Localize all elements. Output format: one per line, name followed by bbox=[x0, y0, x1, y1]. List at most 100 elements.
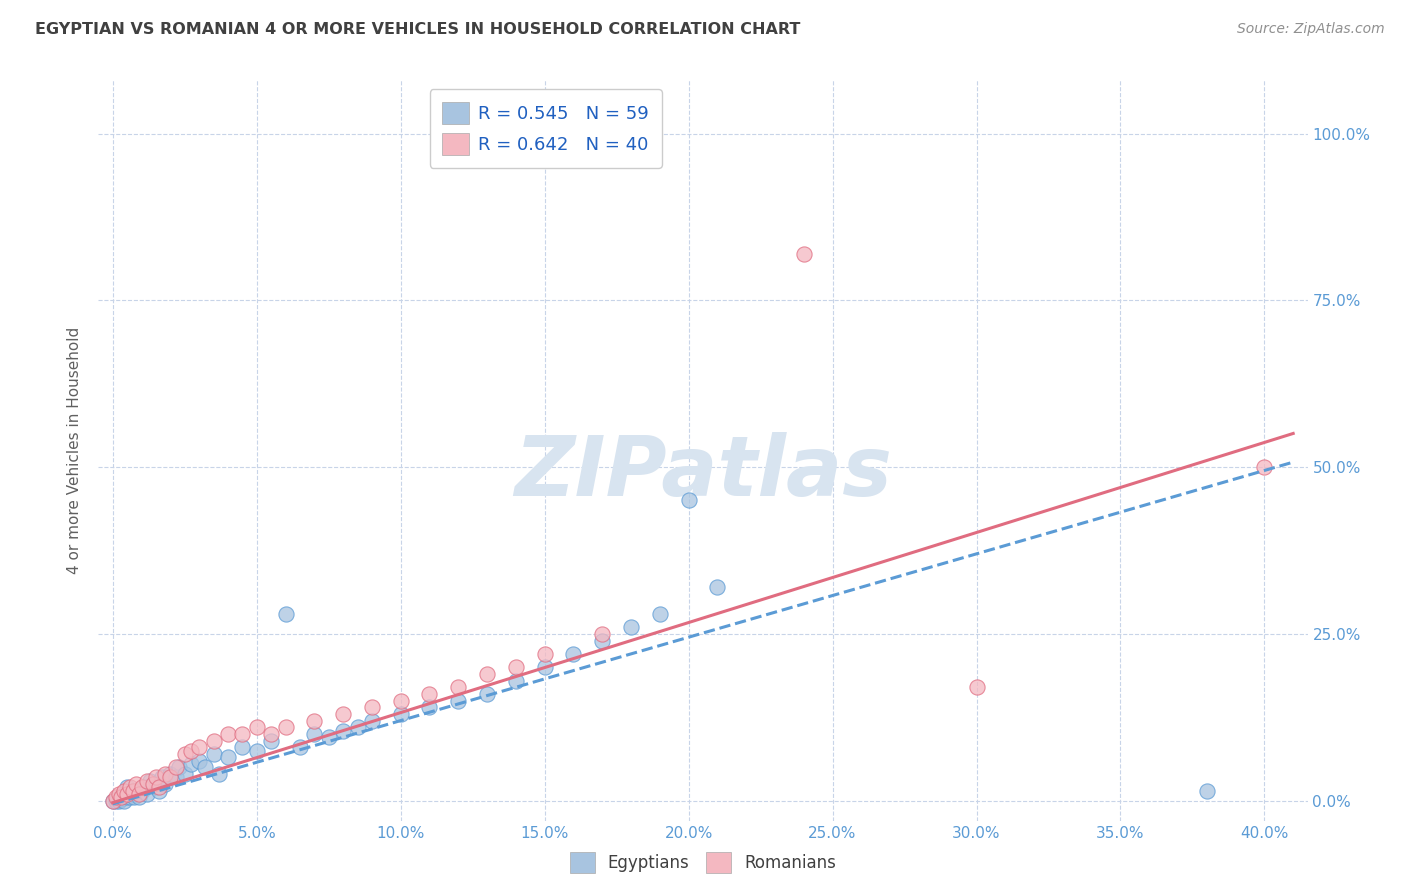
Point bbox=[145, 780, 167, 795]
Point bbox=[260, 727, 283, 741]
Point bbox=[148, 780, 170, 795]
Point bbox=[125, 777, 148, 791]
Point bbox=[188, 740, 211, 755]
Point bbox=[706, 580, 728, 594]
Point bbox=[447, 693, 470, 707]
Point bbox=[101, 794, 124, 808]
Text: Source: ZipAtlas.com: Source: ZipAtlas.com bbox=[1237, 22, 1385, 37]
Point bbox=[173, 747, 195, 761]
Point bbox=[332, 723, 354, 738]
Point bbox=[533, 660, 555, 674]
Point bbox=[110, 790, 132, 805]
Point bbox=[188, 754, 211, 768]
Point bbox=[678, 493, 700, 508]
Point bbox=[173, 767, 195, 781]
Point bbox=[125, 783, 148, 797]
Point bbox=[139, 773, 162, 788]
Point bbox=[194, 760, 217, 774]
Point bbox=[150, 770, 173, 784]
Point bbox=[562, 647, 585, 661]
Point bbox=[142, 777, 165, 791]
Point bbox=[447, 680, 470, 694]
Point bbox=[145, 770, 167, 784]
Point bbox=[591, 633, 613, 648]
Point bbox=[136, 787, 159, 801]
Text: EGYPTIAN VS ROMANIAN 4 OR MORE VEHICLES IN HOUSEHOLD CORRELATION CHART: EGYPTIAN VS ROMANIAN 4 OR MORE VEHICLES … bbox=[35, 22, 800, 37]
Point bbox=[148, 783, 170, 797]
Point bbox=[389, 693, 412, 707]
Point bbox=[128, 787, 150, 801]
Point bbox=[115, 790, 138, 805]
Point bbox=[389, 706, 412, 721]
Point bbox=[260, 733, 283, 747]
Point bbox=[107, 794, 129, 808]
Point bbox=[1195, 783, 1218, 797]
Point bbox=[124, 790, 146, 805]
Point bbox=[217, 727, 239, 741]
Point bbox=[505, 660, 527, 674]
Point bbox=[136, 773, 159, 788]
Point bbox=[101, 794, 124, 808]
Point bbox=[304, 727, 326, 741]
Point bbox=[202, 733, 225, 747]
Text: ZIPatlas: ZIPatlas bbox=[515, 432, 891, 513]
Point bbox=[475, 666, 498, 681]
Point bbox=[108, 790, 131, 805]
Point bbox=[159, 767, 181, 781]
Point bbox=[165, 770, 187, 784]
Point bbox=[648, 607, 671, 621]
Point bbox=[111, 789, 134, 803]
Point bbox=[167, 760, 190, 774]
Point bbox=[1253, 460, 1275, 475]
Point bbox=[274, 607, 297, 621]
Point bbox=[115, 780, 138, 795]
Legend: R = 0.545   N = 59, R = 0.642   N = 40: R = 0.545 N = 59, R = 0.642 N = 40 bbox=[430, 89, 662, 168]
Point bbox=[318, 731, 340, 745]
Point bbox=[231, 740, 253, 755]
Point bbox=[153, 777, 176, 791]
Point bbox=[304, 714, 326, 728]
Point bbox=[288, 740, 311, 755]
Point bbox=[202, 747, 225, 761]
Point bbox=[142, 777, 165, 791]
Point bbox=[231, 727, 253, 741]
Point bbox=[131, 780, 153, 795]
Point bbox=[120, 780, 142, 795]
Point bbox=[180, 756, 202, 771]
Point bbox=[274, 720, 297, 734]
Point bbox=[122, 787, 145, 801]
Point bbox=[620, 620, 643, 634]
Point bbox=[346, 720, 368, 734]
Point bbox=[246, 720, 269, 734]
Point bbox=[110, 791, 132, 805]
Point bbox=[793, 246, 815, 260]
Point bbox=[159, 770, 181, 784]
Point bbox=[533, 647, 555, 661]
Point bbox=[361, 700, 384, 714]
Point bbox=[112, 783, 135, 797]
Point bbox=[217, 750, 239, 764]
Point bbox=[591, 627, 613, 641]
Point bbox=[131, 783, 153, 797]
Point bbox=[1310, 780, 1333, 795]
Point bbox=[418, 687, 440, 701]
Point bbox=[153, 767, 176, 781]
Point bbox=[966, 680, 988, 694]
Point bbox=[112, 794, 135, 808]
Point bbox=[122, 783, 145, 797]
Point bbox=[107, 787, 129, 801]
Point bbox=[121, 783, 143, 797]
Point bbox=[246, 743, 269, 757]
Point bbox=[361, 714, 384, 728]
Point bbox=[128, 790, 150, 805]
Point bbox=[114, 787, 136, 801]
Point bbox=[505, 673, 527, 688]
Point bbox=[165, 760, 187, 774]
Point bbox=[105, 792, 128, 806]
Point bbox=[115, 787, 138, 801]
Y-axis label: 4 or more Vehicles in Household: 4 or more Vehicles in Household bbox=[67, 326, 83, 574]
Point bbox=[332, 706, 354, 721]
Point bbox=[104, 794, 127, 808]
Point bbox=[208, 767, 231, 781]
Point bbox=[104, 790, 127, 805]
